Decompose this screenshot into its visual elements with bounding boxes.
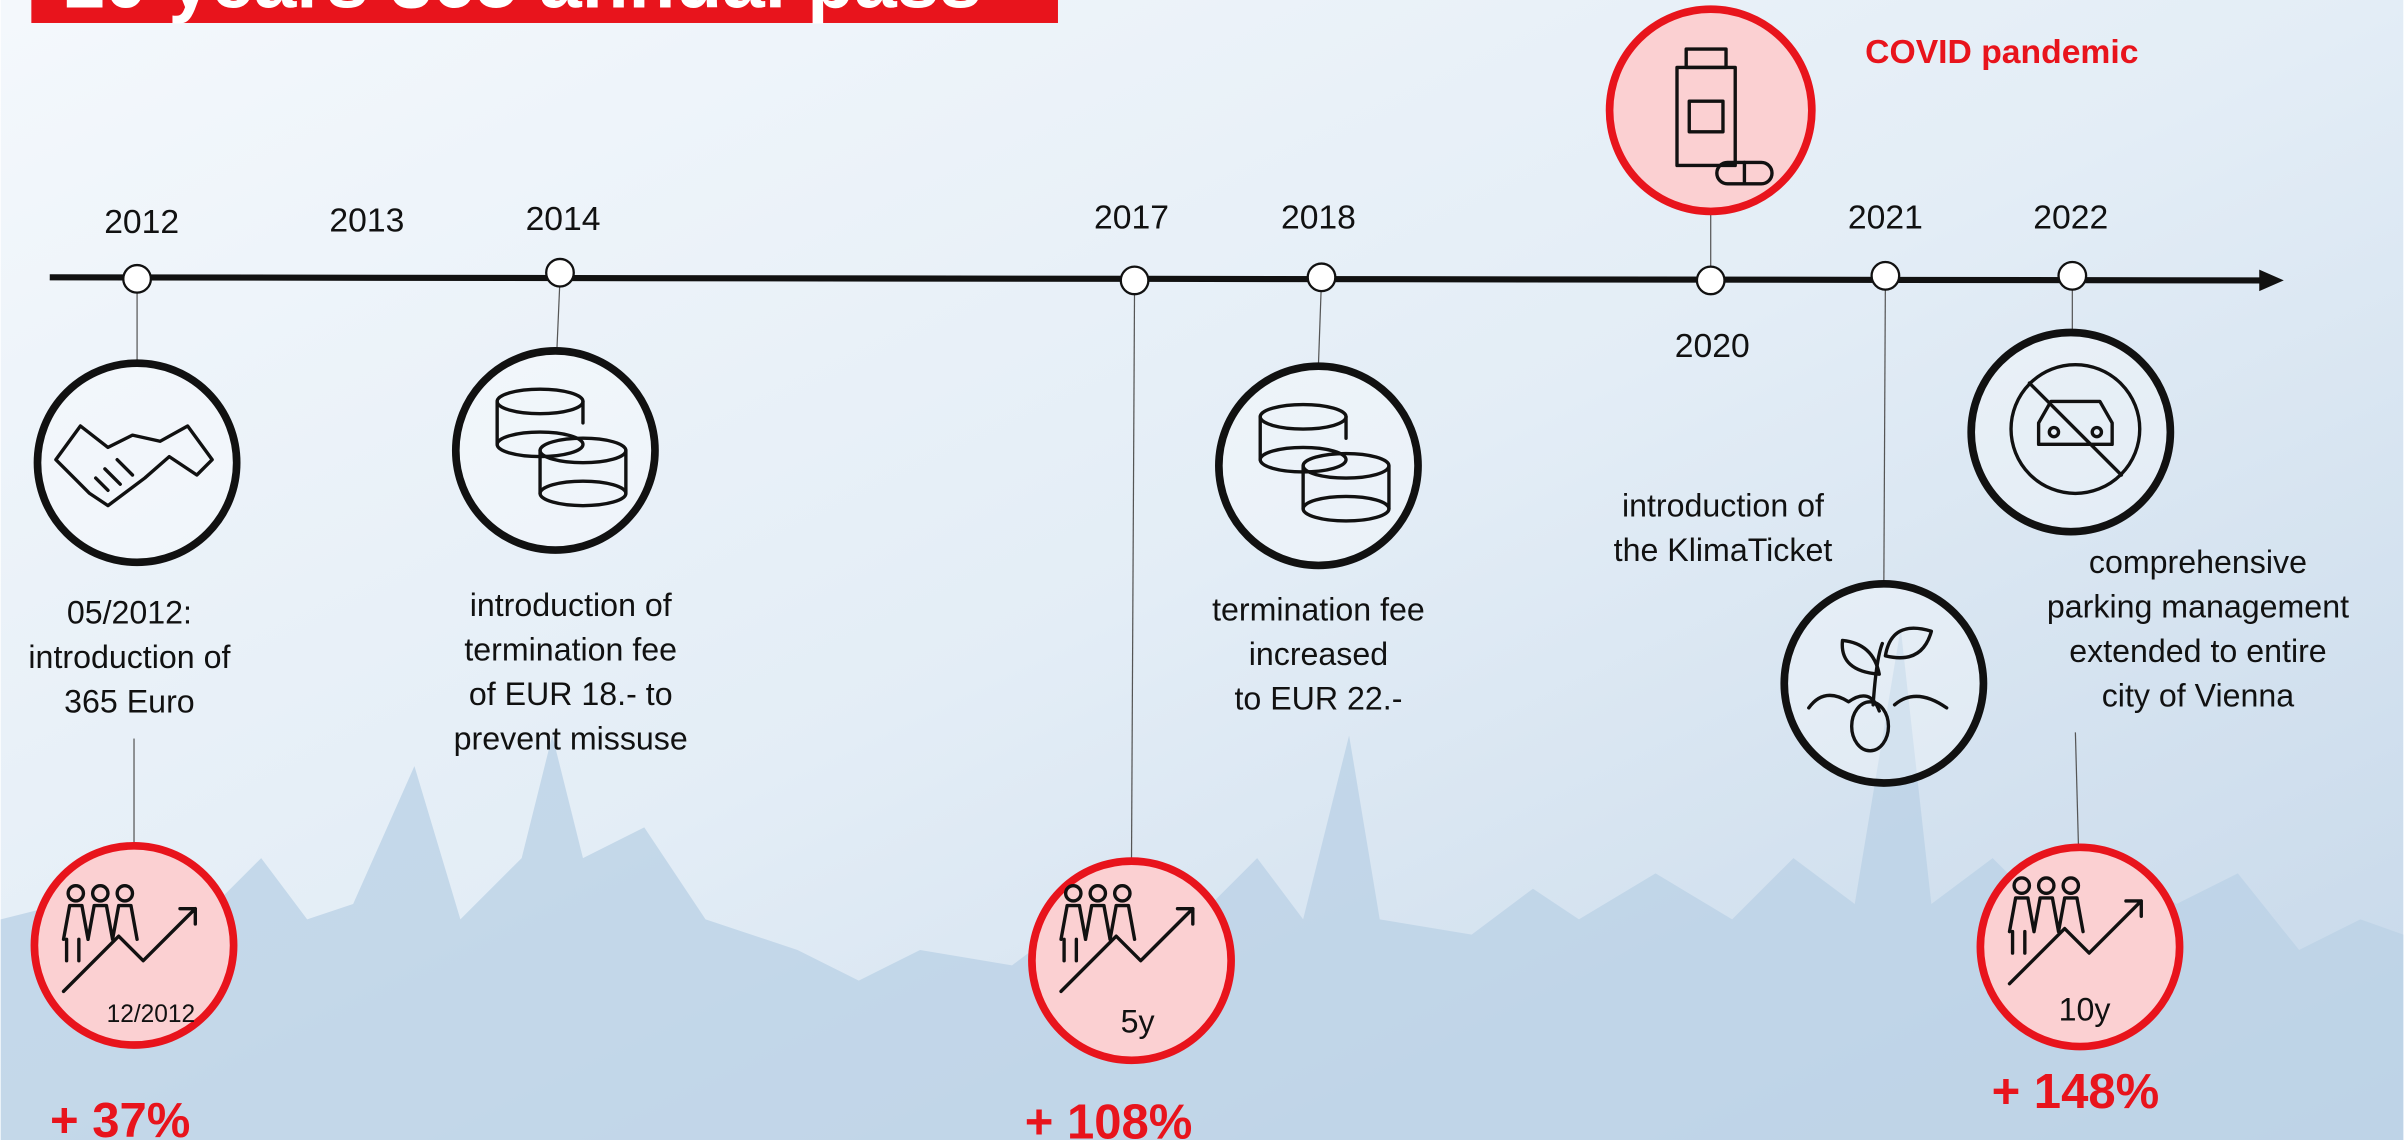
- event-icon-circles: [33, 328, 2175, 787]
- people-growth-icon: [2007, 876, 2143, 986]
- event-description-line: to EUR 22.-: [1234, 680, 1402, 716]
- event-descriptions: 05/2012: introduction of 365 Euro introduct…: [28, 487, 2349, 756]
- year-label: 2017: [1094, 198, 1169, 236]
- people-growth-icon: [61, 883, 197, 994]
- growth-period: 5y: [1121, 1004, 1156, 1040]
- covid-label: COVID pandemic: [1865, 33, 2138, 71]
- event-description-line: of EUR 18.- to: [469, 676, 673, 712]
- event-description-line: introduction of: [28, 639, 230, 675]
- event-description-line: increased: [1249, 636, 1388, 672]
- medicine-icon: [1675, 47, 1774, 186]
- title: 10 years 365 annual pass: [62, 0, 982, 25]
- event-description-line: city of Vienna: [2102, 677, 2295, 713]
- growth-change: + 148%: [1992, 1065, 2160, 1119]
- event-description-line: 365 Euro: [64, 684, 195, 720]
- handshake-icon: [54, 424, 214, 508]
- event-description-line: comprehensive: [2089, 544, 2307, 580]
- people-growth-icon: [1059, 883, 1195, 994]
- year-label: 2018: [1281, 198, 1356, 236]
- title-banner: [31, 0, 1058, 23]
- event-description-line: the KlimaTicket: [1614, 532, 1833, 568]
- year-label: 2012: [104, 203, 179, 241]
- year-label: 2020: [1675, 327, 1750, 365]
- covid-icon-circle: [1605, 5, 1816, 216]
- year-label: 2022: [2033, 198, 2108, 236]
- timeline-nodes: [122, 257, 2088, 296]
- sprout-icon: [1807, 626, 1949, 753]
- growth-period: 10y: [2059, 991, 2112, 1027]
- no-car-icon: [2009, 362, 2142, 496]
- event-description-line: 05/2012:: [67, 595, 192, 631]
- timeline-arrow: [2259, 269, 2284, 292]
- event-description-line: extended to entire: [2069, 633, 2326, 669]
- coins-icon: [1258, 402, 1391, 523]
- growth-period: 12/2012: [107, 1001, 196, 1028]
- event-description-line: termination fee: [464, 631, 677, 667]
- year-label: 2014: [526, 200, 601, 238]
- year-label: 2021: [1848, 198, 1923, 236]
- event-description-line: parking management: [2047, 589, 2349, 625]
- skyline: [0, 628, 2404, 1140]
- year-label: 2013: [329, 201, 404, 239]
- event-description-line: termination fee: [1212, 592, 1425, 628]
- growth-change: + 37%: [50, 1094, 190, 1140]
- event-description-line: introduction of: [1622, 487, 1824, 523]
- growth-change: + 108%: [1025, 1095, 1193, 1140]
- event-description-line: introduction of: [470, 587, 672, 623]
- coins-icon: [495, 387, 628, 508]
- timeline: [49, 274, 2266, 284]
- event-description-line: prevent missuse: [454, 720, 688, 756]
